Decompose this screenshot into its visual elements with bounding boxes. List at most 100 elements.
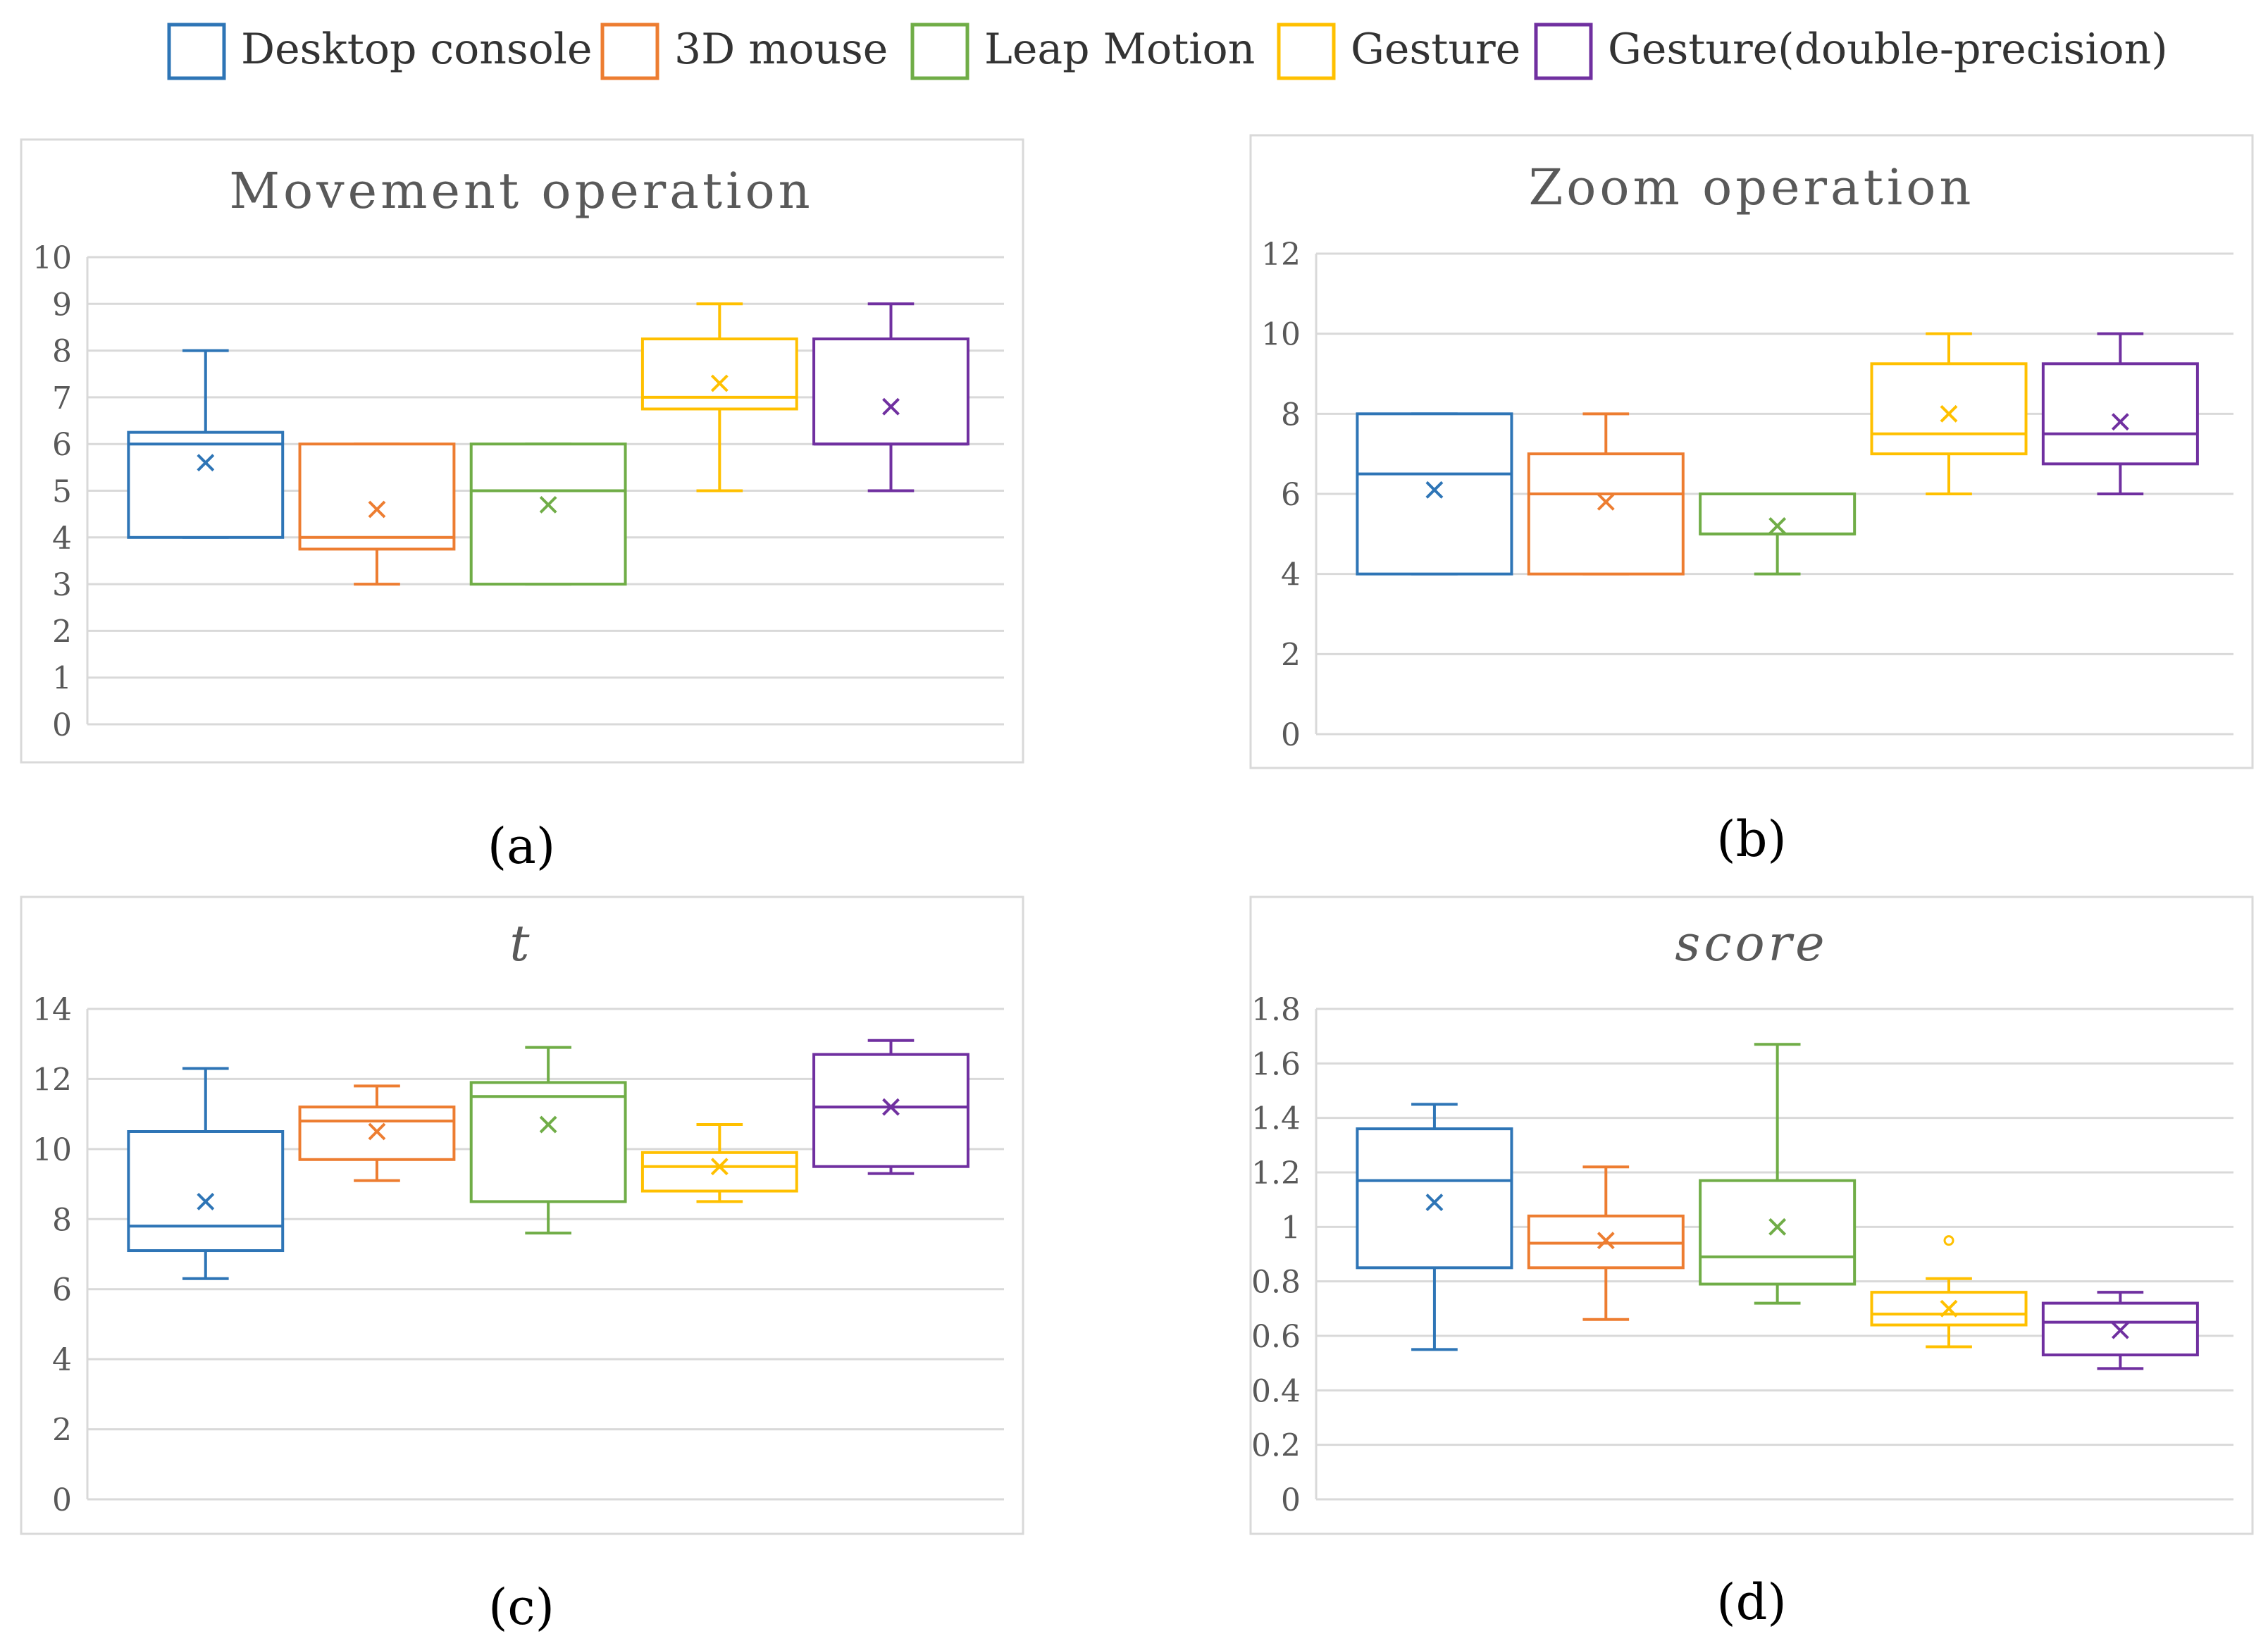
- chart-panel: t 0 2 4 6 8 10 12 14 (c): [20, 896, 1024, 1636]
- box-plot-gesture: [1870, 1235, 2028, 1349]
- mean-marker: [1425, 481, 1444, 499]
- box-plot-desktop-console: [1356, 1103, 1513, 1351]
- y-tick-label: 0: [52, 707, 72, 743]
- box-plot-desktop-console: [127, 1067, 285, 1280]
- box-plot-gesture-double-precision-: [812, 1039, 969, 1175]
- y-tick-label: 1.6: [1251, 1046, 1301, 1082]
- y-tick-label: 12: [32, 1062, 72, 1098]
- mean-marker: [882, 397, 900, 416]
- y-tick-label: 1.2: [1251, 1155, 1301, 1191]
- y-tick-label: 2: [1281, 637, 1301, 673]
- box-plot-gesture-double-precision-: [2041, 332, 2199, 495]
- y-tick-label: 6: [52, 1272, 72, 1308]
- box-iqr: [1699, 492, 1857, 535]
- legend: Desktop console 3D mouse Leap Motion Gestur…: [167, 23, 2168, 80]
- y-tick-label: 3: [52, 567, 72, 603]
- y-tick-label: 0.6: [1251, 1319, 1301, 1355]
- y-tick-label: 12: [1261, 237, 1301, 273]
- y-tick-label: 9: [52, 287, 72, 323]
- box-iqr: [469, 1081, 627, 1203]
- y-tick-label: 7: [52, 380, 72, 416]
- box-plot-leap-motion: [1699, 492, 1857, 576]
- y-tick-label: 1: [52, 661, 72, 697]
- y-tick-label: 0: [1281, 1482, 1301, 1518]
- box-iqr: [298, 1105, 456, 1161]
- chart-title: score: [1675, 915, 1828, 972]
- box-iqr: [1356, 1127, 1513, 1270]
- mean-marker: [710, 374, 729, 392]
- y-tick-label: 0.2: [1251, 1428, 1301, 1464]
- mean-marker: [1940, 404, 1958, 423]
- y-tick-label: 4: [52, 521, 72, 557]
- box-iqr: [469, 442, 627, 586]
- y-tick-label: 1.4: [1251, 1101, 1301, 1137]
- y-tick-label: 2: [52, 1413, 72, 1449]
- mean-marker: [539, 495, 557, 514]
- y-tick-label: 6: [52, 427, 72, 463]
- y-tick-label: 10: [1261, 317, 1301, 353]
- mean-marker: [2111, 413, 2129, 431]
- legend-label: Leap Motion: [984, 25, 1255, 74]
- panel-label: (a): [488, 817, 555, 875]
- panel-label: (d): [1716, 1573, 1786, 1631]
- box-iqr: [1699, 1179, 1857, 1286]
- box-plot-desktop-console: [127, 349, 285, 539]
- mean-marker: [1597, 492, 1615, 511]
- box-iqr: [1870, 362, 2028, 456]
- y-tick-label: 5: [52, 474, 72, 510]
- mean-marker: [539, 1115, 557, 1134]
- mean-marker: [1597, 1232, 1615, 1250]
- box-plot-desktop-console: [1356, 412, 1513, 576]
- y-tick-label: 2: [52, 614, 72, 650]
- y-tick-label: 8: [1281, 397, 1301, 433]
- mean-marker: [197, 1193, 215, 1210]
- box-iqr: [812, 337, 969, 446]
- mean-marker: [1768, 1217, 1787, 1236]
- box-plot-3d-mouse: [1527, 1165, 1685, 1321]
- y-tick-label: 8: [52, 334, 72, 370]
- mean-marker: [1940, 1299, 1958, 1318]
- mean-marker: [1425, 1194, 1444, 1211]
- box-plot-gesture: [640, 1123, 798, 1203]
- mean-marker: [882, 1098, 900, 1116]
- y-tick-label: 4: [52, 1342, 72, 1378]
- box-plot-leap-motion: [469, 442, 627, 586]
- mean-marker: [2111, 1321, 2129, 1339]
- box-plot-gesture: [1870, 332, 2028, 495]
- box-iqr: [2041, 362, 2199, 466]
- box-plot-gesture-double-precision-: [2041, 1291, 2199, 1370]
- y-tick-label: 6: [1281, 477, 1301, 513]
- y-tick-label: 10: [32, 240, 72, 276]
- legend-label: 3D mouse: [674, 25, 888, 74]
- chart-title: t: [509, 915, 533, 972]
- mean-marker: [1768, 517, 1787, 535]
- outlier-point: [1943, 1235, 1954, 1246]
- mean-marker: [368, 500, 386, 519]
- y-tick-label: 0: [52, 1482, 72, 1518]
- legend-label: Desktop console: [241, 25, 592, 74]
- legend-label: Gesture: [1351, 25, 1520, 74]
- box-iqr: [812, 1053, 969, 1168]
- box-iqr: [1356, 412, 1513, 576]
- box-iqr: [298, 442, 456, 551]
- box-iqr: [127, 430, 285, 539]
- y-tick-label: 10: [32, 1132, 72, 1168]
- chart-panel: score 0 0.2 0.4 0.6 0.8 1 1.2 1.4 1.6 1.8 (d): [1249, 896, 2254, 1631]
- y-tick-label: 1: [1281, 1210, 1301, 1246]
- box-iqr: [127, 1130, 285, 1253]
- legend-swatch: [600, 23, 659, 80]
- box-iqr: [640, 1151, 798, 1193]
- y-tick-label: 14: [32, 992, 72, 1028]
- box-iqr: [2041, 1301, 2199, 1357]
- box-plot-3d-mouse: [298, 442, 456, 586]
- chart-panel: Zoom operation 0 2 4 6 8 10 12 (b): [1249, 134, 2254, 868]
- panel-label: (b): [1716, 810, 1786, 868]
- legend-swatch: [1277, 23, 1336, 80]
- y-tick-label: 0.4: [1251, 1373, 1301, 1409]
- box-iqr: [1527, 452, 1685, 576]
- chart-panel: Movement operation 0 1 2 3 4 5 6 7 8 9 10 (a): [20, 138, 1024, 875]
- box-plot-3d-mouse: [1527, 412, 1685, 576]
- box-plot-leap-motion: [1699, 1043, 1857, 1305]
